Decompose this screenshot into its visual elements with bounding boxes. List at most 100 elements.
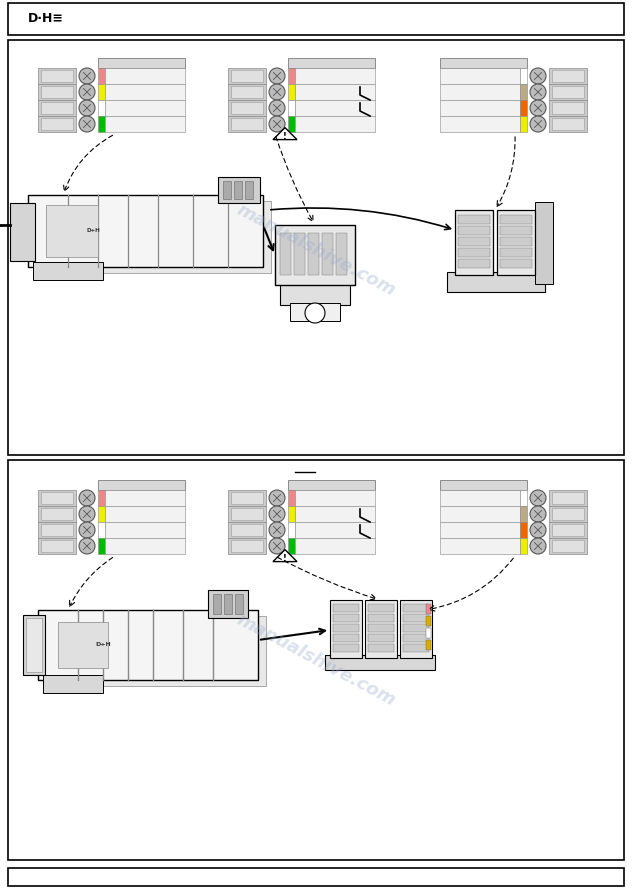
Bar [295,522,375,538]
Bar [288,116,295,132]
Bar [58,622,108,668]
Bar [458,215,490,224]
Bar [8,868,624,886]
Bar [552,102,584,114]
Bar [426,640,431,650]
Bar [41,118,73,130]
Circle shape [79,506,95,522]
Circle shape [530,84,546,100]
Bar [105,68,185,84]
Bar [520,100,527,116]
Bar [549,116,587,132]
Bar [38,522,76,538]
Bar [43,675,103,693]
Text: D+H: D+H [95,642,111,647]
Bar [98,116,105,132]
Bar [440,58,527,68]
Bar [231,70,263,82]
Bar [458,237,490,246]
Bar [403,624,429,632]
Bar [549,538,587,554]
Bar [295,68,375,84]
Bar [552,492,584,504]
Bar [288,506,295,522]
Bar [368,624,394,632]
Bar [98,480,185,490]
Bar [295,84,375,100]
Bar [403,604,429,612]
Bar [333,644,359,652]
Bar [440,480,527,490]
Circle shape [269,538,285,554]
Bar [231,524,263,536]
Bar [288,538,295,554]
Bar [208,590,248,618]
Circle shape [79,538,95,554]
Bar [288,490,295,506]
Bar [228,116,266,132]
Bar [552,540,584,552]
Bar [38,116,76,132]
Circle shape [269,490,285,506]
Bar [98,100,105,116]
Circle shape [530,490,546,506]
Bar [105,522,185,538]
Bar [223,181,231,199]
Bar [440,116,520,132]
Bar [336,233,347,275]
Text: !: ! [283,554,287,563]
Text: D·H≡: D·H≡ [28,13,64,26]
Bar [46,205,98,257]
Bar [41,508,73,520]
Bar [535,202,553,284]
Bar [38,84,76,100]
Bar [440,538,520,554]
Bar [552,524,584,536]
Bar [275,225,355,285]
Circle shape [269,506,285,522]
Bar [280,233,291,275]
Bar [500,215,532,224]
Bar [294,233,305,275]
Circle shape [269,116,285,132]
Bar [231,86,263,98]
Bar [447,272,545,292]
Bar [288,100,295,116]
Bar [368,634,394,642]
Text: manualshive.com: manualshive.com [233,611,399,710]
Bar [520,490,527,506]
Polygon shape [273,549,297,562]
Bar [520,116,527,132]
Bar [288,522,295,538]
Bar [28,195,263,267]
Bar [295,506,375,522]
Bar [105,84,185,100]
Bar [38,506,76,522]
Bar [41,86,73,98]
Circle shape [530,68,546,84]
Bar [290,303,340,321]
Bar [549,490,587,506]
Bar [552,118,584,130]
Bar [98,490,105,506]
Bar [365,600,397,658]
Bar [23,615,45,675]
Bar [41,70,73,82]
Circle shape [530,100,546,116]
Bar [500,237,532,246]
Circle shape [79,68,95,84]
Bar [520,522,527,538]
Bar [33,262,103,280]
Circle shape [269,100,285,116]
Circle shape [530,116,546,132]
Bar [228,68,266,84]
Bar [295,538,375,554]
Bar [231,102,263,114]
Bar [98,522,105,538]
Bar [403,644,429,652]
Bar [368,644,394,652]
Bar [46,616,266,686]
Bar [26,618,42,672]
Bar [403,634,429,642]
Bar [234,181,242,199]
